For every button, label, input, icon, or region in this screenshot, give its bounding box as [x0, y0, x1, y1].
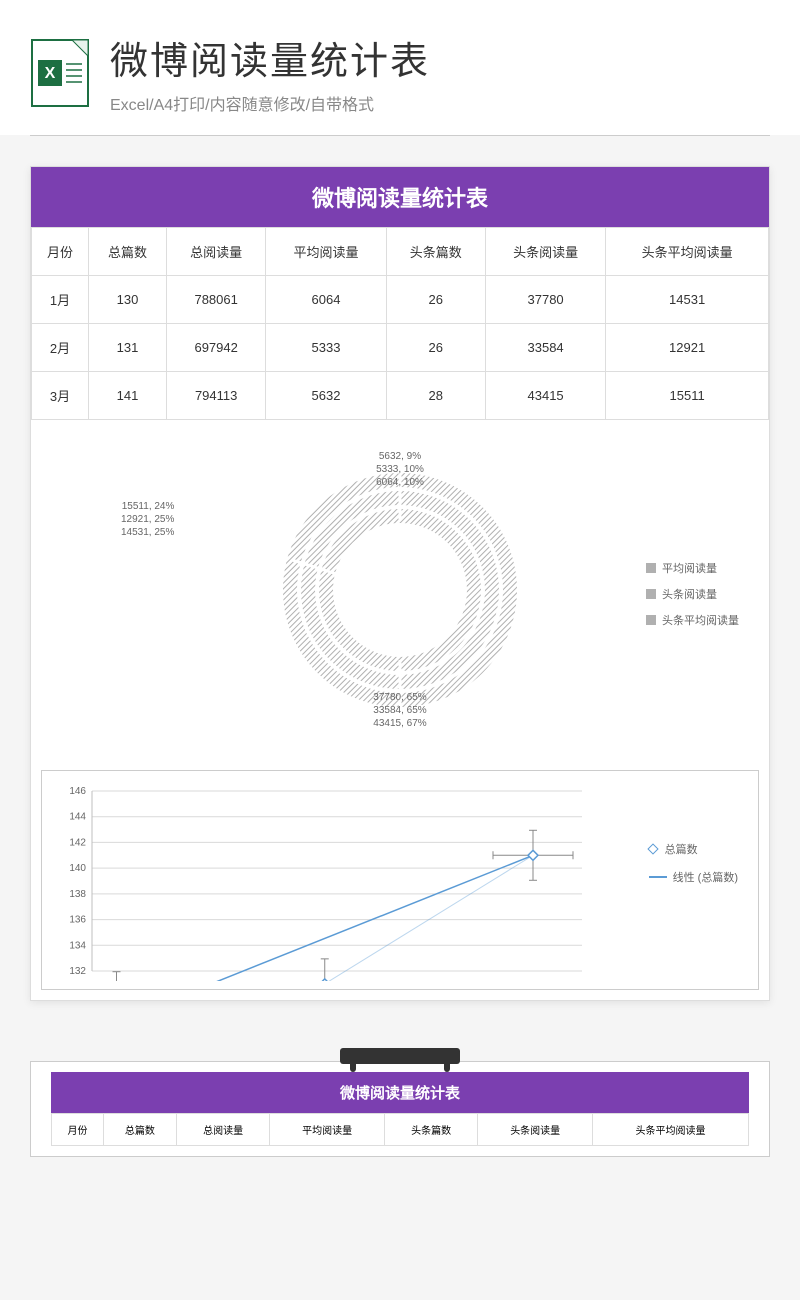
footer-header-cell: 总阅读量 — [176, 1114, 270, 1146]
table-row: 1月1307880616064263778014531 — [32, 276, 769, 324]
line-chart-svg: 132 134 136 138 140 142 144 146 — [52, 781, 592, 981]
table-cell: 12921 — [606, 324, 769, 372]
sheet-title: 微博阅读量统计表 — [31, 167, 769, 227]
table-cell: 14531 — [606, 276, 769, 324]
footer-header-cell: 头条平均阅读量 — [592, 1114, 748, 1146]
table-cell: 131 — [88, 324, 166, 372]
page-title: 微博阅读量统计表 — [110, 30, 430, 85]
footer-title: 微博阅读量统计表 — [51, 1072, 749, 1113]
svg-text:142: 142 — [69, 837, 86, 848]
table-cell: 28 — [386, 372, 485, 420]
table-header-cell: 月份 — [32, 228, 89, 276]
footer-header-cell: 头条篇数 — [384, 1114, 478, 1146]
table-cell: 33584 — [485, 324, 605, 372]
table-cell: 43415 — [485, 372, 605, 420]
spreadsheet-preview: 微博阅读量统计表 月份总篇数总阅读量平均阅读量头条篇数头条阅读量头条平均阅读量 … — [30, 166, 770, 1001]
table-header-cell: 总篇数 — [88, 228, 166, 276]
donut-labels-top: 5632, 9% 5333, 10% 6064, 10% — [376, 450, 424, 489]
footer-preview: 微博阅读量统计表 月份总篇数总阅读量平均阅读量头条篇数头条阅读量头条平均阅读量 — [30, 1061, 770, 1157]
data-table: 月份总篇数总阅读量平均阅读量头条篇数头条阅读量头条平均阅读量 1月1307880… — [31, 227, 769, 420]
table-header-cell: 平均阅读量 — [266, 228, 386, 276]
table-cell: 2月 — [32, 324, 89, 372]
line-legend: 总篇数 线性 (总篇数) — [649, 841, 738, 897]
donut-chart: 5632, 9% 5333, 10% 6064, 10% 15511, 24% … — [31, 420, 769, 760]
table-cell: 130 — [88, 276, 166, 324]
table-cell: 1月 — [32, 276, 89, 324]
table-cell: 15511 — [606, 372, 769, 420]
footer-table: 月份总篇数总阅读量平均阅读量头条篇数头条阅读量头条平均阅读量 — [51, 1113, 749, 1146]
svg-text:138: 138 — [69, 889, 86, 900]
table-header-cell: 头条阅读量 — [485, 228, 605, 276]
footer-header-cell: 总篇数 — [104, 1114, 177, 1146]
table-cell: 794113 — [167, 372, 266, 420]
header-divider — [30, 135, 770, 136]
donut-legend: 平均阅读量 头条阅读量 头条平均阅读量 — [646, 560, 739, 638]
table-cell: 5632 — [266, 372, 386, 420]
line-chart: 132 134 136 138 140 142 144 146 总篇数 线性 (总篇数) — [41, 770, 759, 990]
svg-text:134: 134 — [69, 940, 86, 951]
donut-labels-bottom: 37780, 65% 33584, 65% 43415, 67% — [373, 691, 426, 730]
page-subtitle: Excel/A4打印/内容随意修改/自带格式 — [110, 91, 430, 115]
clipboard-clip-icon — [340, 1048, 460, 1064]
footer-header-cell: 月份 — [52, 1114, 104, 1146]
table-cell: 26 — [386, 324, 485, 372]
table-row: 3月1417941135632284341515511 — [32, 372, 769, 420]
table-cell: 141 — [88, 372, 166, 420]
table-cell: 697942 — [167, 324, 266, 372]
table-header-cell: 头条篇数 — [386, 228, 485, 276]
table-cell: 3月 — [32, 372, 89, 420]
donut-labels-left: 15511, 24% 12921, 25% 14531, 25% — [121, 500, 174, 539]
page-header: X 微博阅读量统计表 Excel/A4打印/内容随意修改/自带格式 — [0, 0, 800, 135]
table-cell: 6064 — [266, 276, 386, 324]
table-cell: 5333 — [266, 324, 386, 372]
title-block: 微博阅读量统计表 Excel/A4打印/内容随意修改/自带格式 — [110, 30, 430, 115]
excel-icon: X — [30, 38, 90, 108]
svg-text:144: 144 — [69, 812, 86, 823]
table-cell: 26 — [386, 276, 485, 324]
footer-header-cell: 头条阅读量 — [478, 1114, 592, 1146]
table-row: 2月1316979425333263358412921 — [32, 324, 769, 372]
table-header-cell: 头条平均阅读量 — [606, 228, 769, 276]
svg-text:X: X — [45, 65, 56, 82]
table-header-cell: 总阅读量 — [167, 228, 266, 276]
svg-text:136: 136 — [69, 915, 86, 926]
table-cell: 37780 — [485, 276, 605, 324]
svg-text:146: 146 — [69, 786, 86, 797]
svg-text:132: 132 — [69, 966, 86, 977]
footer-header-cell: 平均阅读量 — [270, 1114, 384, 1146]
svg-text:140: 140 — [69, 863, 86, 874]
table-cell: 788061 — [167, 276, 266, 324]
donut-svg — [270, 460, 530, 720]
